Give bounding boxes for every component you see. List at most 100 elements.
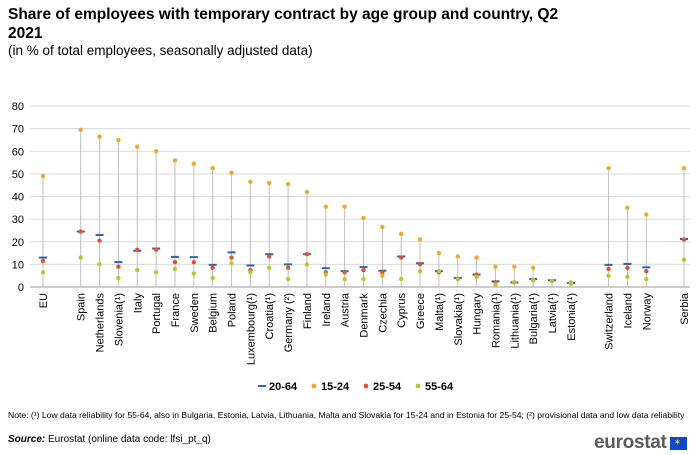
marker-15-24	[399, 231, 404, 237]
chart-area: 0 10 20 30 40 50 60 70 80 EU Spain Netherlands Slove…	[12, 101, 691, 393]
x-tick-label: Switzerland	[604, 293, 616, 350]
marker-15-24	[210, 166, 215, 171]
marker-25-54	[116, 264, 121, 269]
marker-15-24	[417, 237, 423, 242]
eurostat-logo: eurostat	[594, 432, 687, 454]
x-tick-label: Norway	[641, 293, 653, 331]
source-text: Eurostat (online data code: lfsi_pt_q)	[45, 434, 211, 445]
x-tick-label: Belgium	[208, 293, 220, 333]
marker-25-54	[417, 262, 423, 267]
x-tick-label: Denmark	[359, 293, 371, 338]
marker-55-64	[304, 262, 310, 267]
marker-55-64	[361, 276, 366, 282]
marker-55-64	[342, 276, 347, 282]
marker-55-64	[644, 276, 649, 282]
marker-25-54	[606, 266, 611, 272]
marker-25-54	[399, 255, 404, 260]
marker-25-54	[304, 251, 310, 257]
marker-20-64	[604, 263, 613, 266]
x-tick-label: Malta(¹)	[434, 293, 446, 331]
chart-title: Share of employees with temporary contra…	[8, 6, 559, 42]
marker-55-64	[78, 255, 83, 260]
y-tick-label: 60	[12, 146, 24, 158]
legend-swatch	[258, 385, 266, 387]
y-tick-label: 40	[12, 192, 24, 204]
marker-25-54	[681, 237, 687, 242]
x-tick-label: Greece	[415, 293, 427, 329]
marker-55-64	[681, 257, 687, 263]
x-tick-label: Iceland	[622, 293, 634, 328]
marker-15-24	[625, 205, 630, 211]
x-tick-label: Hungary	[472, 293, 484, 335]
x-tick-label: Sweden	[189, 293, 201, 333]
marker-55-64	[417, 268, 423, 274]
marker-55-64	[40, 270, 46, 275]
legend-label: 25-54	[373, 381, 402, 393]
marker-20-64	[227, 251, 236, 254]
marker-55-64	[474, 274, 479, 280]
marker-55-64	[512, 280, 517, 285]
y-tick-label: 10	[12, 259, 24, 271]
marker-20-64	[114, 261, 123, 264]
marker-55-64	[267, 265, 272, 270]
chart-subtitle: (in % of total employees, seasonally adj…	[8, 43, 313, 58]
marker-25-54	[172, 259, 178, 265]
marker-25-54	[229, 255, 234, 260]
marker-55-64	[436, 268, 442, 274]
marker-55-64	[172, 266, 178, 272]
marker-25-54	[644, 268, 649, 274]
marker-15-24	[474, 255, 479, 260]
x-tick-label: Cyprus	[396, 293, 408, 328]
legend-label: 15-24	[321, 381, 350, 393]
marker-15-24	[248, 179, 253, 184]
x-tick-label: EU	[38, 293, 50, 308]
legend-label: 55-64	[425, 381, 454, 393]
marker-55-64	[549, 279, 555, 284]
legend-swatch	[311, 383, 317, 389]
x-tick-label: Austria	[340, 292, 352, 327]
marker-55-64	[248, 270, 253, 275]
marker-25-54	[361, 267, 366, 273]
x-tick-label: Italy	[132, 293, 144, 314]
marker-55-64	[455, 276, 460, 282]
x-tick-label: Poland	[227, 293, 239, 327]
marker-20-64	[642, 266, 651, 269]
marker-15-24	[40, 173, 46, 179]
marker-25-54	[285, 265, 291, 270]
x-tick-label: Lithuania(¹)	[509, 293, 521, 349]
marker-15-24	[342, 204, 347, 209]
y-tick-label: 80	[12, 101, 24, 113]
marker-15-24	[135, 144, 140, 149]
x-tick-label: Latvia(¹)	[547, 293, 559, 333]
marker-25-54	[78, 229, 83, 234]
marker-25-54	[40, 258, 46, 264]
marker-55-64	[568, 281, 574, 286]
logo-text: eurostat	[594, 432, 667, 453]
marker-15-24	[361, 215, 366, 221]
marker-55-64	[493, 282, 498, 287]
x-tick-label: Ireland	[321, 293, 333, 327]
x-tick-label: Finland	[302, 293, 314, 329]
marker-15-24	[229, 170, 234, 175]
y-tick-label: 20	[12, 237, 24, 249]
x-tick-label: Czechia	[377, 292, 389, 333]
marker-55-64	[380, 273, 385, 278]
marker-25-54	[135, 247, 140, 252]
x-tick-label: Estonia(¹)	[566, 293, 578, 341]
marker-15-24	[285, 181, 291, 187]
chart-note: Note: (¹) Low data reliability for 55-64…	[8, 410, 685, 420]
x-tick-label: Bulgaria(¹)	[528, 293, 540, 344]
marker-20-64	[246, 264, 255, 267]
y-tick-label: 30	[12, 214, 24, 226]
marker-15-24	[530, 265, 536, 270]
marker-55-64	[530, 278, 536, 283]
legend-swatch	[363, 383, 369, 389]
x-tick-label: Spain	[76, 293, 88, 321]
marker-15-24	[78, 127, 83, 132]
marker-15-24	[153, 149, 159, 154]
marker-15-24	[644, 212, 649, 217]
marker-15-24	[172, 158, 178, 163]
x-tick-label: Serbia	[679, 292, 691, 325]
marker-55-64	[285, 276, 291, 282]
eu-flag-icon	[669, 436, 687, 450]
